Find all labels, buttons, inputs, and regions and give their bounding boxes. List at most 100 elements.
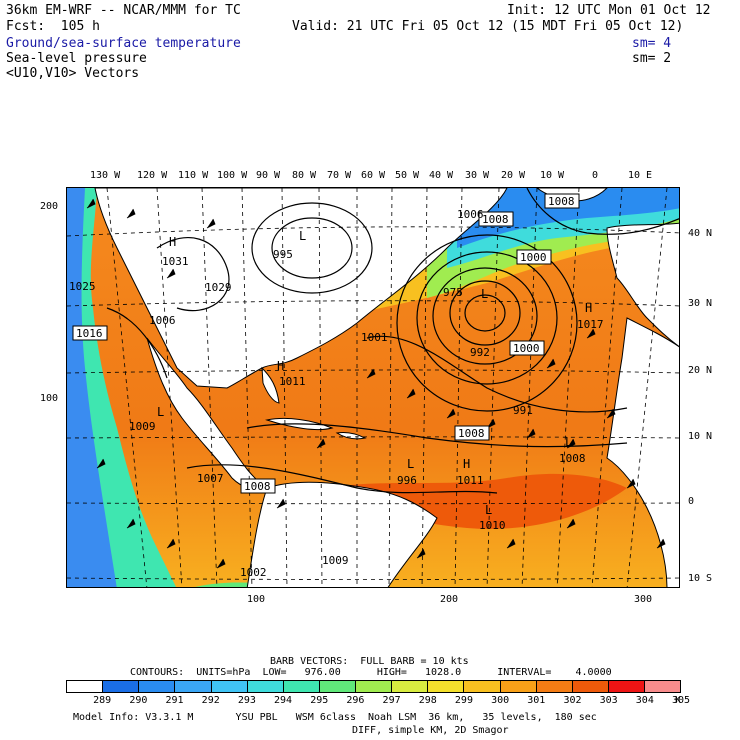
lon-label: 130 W (90, 170, 121, 181)
colorbar-swatch (572, 681, 609, 692)
pressure-label: 992 (470, 346, 490, 359)
lon-label: 10 E (628, 170, 653, 181)
colorbar-label: 291 (165, 695, 184, 706)
pressure-label: 1006 (149, 314, 176, 327)
land-florida (261, 366, 280, 404)
pressure-label: 996 (397, 474, 417, 487)
pressure-label: 1007 (197, 472, 224, 485)
colorbar-label: 292 (201, 695, 220, 706)
colorbar-label: 293 (237, 695, 256, 706)
lon-label: 110 W (178, 170, 209, 181)
lon-label: 80 W (292, 170, 317, 181)
pressure-label: 1031 (162, 255, 189, 268)
lat-label: 20 N (688, 365, 713, 376)
latlon-grid (67, 188, 679, 587)
lon-label: 0 (592, 170, 599, 181)
pressure-label-box: 1008 (240, 478, 276, 494)
pressure-label: 1011 (279, 375, 306, 388)
field-sm-sst: sm= 4 (632, 36, 672, 51)
high-center: H (463, 457, 470, 471)
lon-label: 30 W (465, 170, 490, 181)
colorbar-swatch (500, 681, 537, 692)
lon-label: 60 W (361, 170, 386, 181)
colorbar-label: 301 (527, 695, 546, 706)
pressure-label: 1008 (548, 195, 575, 208)
pressure-label: 995 (273, 248, 293, 261)
colorbar-label: 302 (563, 695, 582, 706)
header-valid: Valid: 21 UTC Fri 05 Oct 12 (15 MDT Fri … (292, 19, 684, 34)
pressure-label: 1001 (361, 331, 388, 344)
field-sm-slp: sm= 2 (632, 51, 672, 66)
low-center: L (299, 229, 306, 243)
colorbar-label: 303 (599, 695, 618, 706)
colorbar-swatch (283, 681, 320, 692)
land-europe-africa-north (606, 222, 679, 348)
colorbar-swatch (247, 681, 284, 692)
colorbar-unit: K (675, 695, 682, 706)
colorbar-label: 289 (93, 695, 112, 706)
pressure-label: 1008 (458, 427, 485, 440)
barb-vectors-label: BARB VECTORS: FULL BARB = 10 kts (270, 656, 469, 667)
pressure-label: 1000 (513, 342, 540, 355)
high-center: H (277, 359, 284, 373)
low-center: L (485, 503, 492, 517)
lon-label: 90 W (256, 170, 281, 181)
colorbar-swatch (175, 681, 212, 692)
colorbar-swatch (645, 681, 681, 692)
grid-label-bottom: 200 (440, 594, 459, 605)
colorbar-swatch (319, 681, 356, 692)
pressure-label-box: 1008 (454, 425, 490, 441)
colorbar-label: 294 (274, 695, 293, 706)
sst-pacific-blue (67, 188, 117, 587)
colorbar-swatch (464, 681, 501, 692)
colorbar-swatch (356, 681, 393, 692)
pressure-label: 1017 (577, 318, 604, 331)
lon-label: 20 W (501, 170, 526, 181)
pressure-label: 1009 (129, 420, 156, 433)
colorbar-label: 297 (382, 695, 401, 706)
low-center: L (157, 405, 164, 419)
model-info-physics: DIFF, simple KM, 2D Smagor (352, 725, 509, 736)
pressure-label: 1008 (244, 480, 271, 493)
pressure-label: 1025 (69, 280, 96, 293)
pressure-label: 1006 (457, 208, 484, 221)
pressure-label: 1010 (479, 519, 506, 532)
field-label-slp: Sea-level pressure (6, 51, 147, 66)
colorbar-swatch (67, 681, 104, 692)
lon-label: 50 W (395, 170, 420, 181)
pressure-label-box: 1000 (516, 249, 552, 265)
colorbar-label: 304 (635, 695, 654, 706)
colorbar-swatch (536, 681, 573, 692)
grid-label-left: 100 (40, 393, 59, 404)
weather-map: 1008 1008 1000 1000 1016 1008 1008 992 9… (67, 188, 679, 587)
pressure-label: 1008 (559, 452, 586, 465)
pressure-label: 1000 (520, 251, 547, 264)
low-center: L (481, 287, 488, 301)
pressure-label-box: 1008 (544, 193, 580, 209)
pressure-label: 1016 (76, 327, 103, 340)
lon-label: 120 W (137, 170, 168, 181)
colorbar (66, 680, 681, 693)
lat-label: 30 N (688, 298, 713, 309)
colorbar-label: 305 (671, 695, 691, 706)
colorbar-swatch (139, 681, 176, 692)
pressure-centers: H L L H L H L L L H (157, 229, 592, 517)
high-center: H (169, 235, 176, 249)
pressure-label-box: 1008 (478, 211, 514, 227)
lat-label: 10 N (688, 431, 713, 442)
lon-label: 70 W (327, 170, 352, 181)
high-center: H (585, 301, 592, 315)
pressure-label: 1009 (322, 554, 349, 567)
pressure-label: 1002 (240, 566, 267, 579)
wind-barbs (86, 198, 666, 569)
pressure-label: 1029 (205, 281, 232, 294)
pressure-label: 975 (443, 286, 463, 299)
pressure-label-box: 1016 (72, 325, 108, 341)
header-title: 36km EM-WRF -- NCAR/MMM for TC (6, 3, 241, 18)
low-center: L (565, 435, 572, 449)
lat-label: 0 (688, 496, 695, 507)
lon-label: 40 W (429, 170, 454, 181)
contours-label: CONTOURS: UNITS=hPa LOW= 976.00 HIGH= 10… (130, 667, 612, 678)
map-panel: 1008 1008 1000 1000 1016 1008 1008 992 9… (66, 187, 680, 588)
colorbar-swatch (392, 681, 429, 692)
